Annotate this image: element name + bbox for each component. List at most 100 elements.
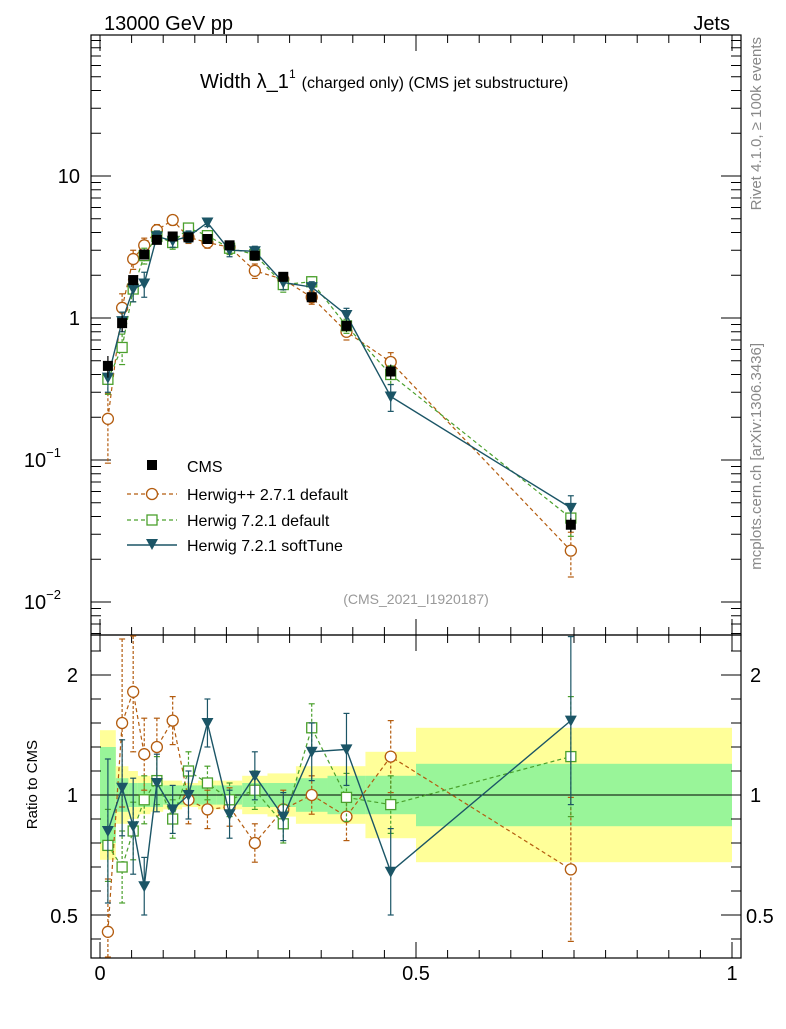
data-point (564, 502, 577, 514)
ratio-point (201, 718, 214, 729)
ratio-y-axis-label: Ratio to CMS (24, 740, 41, 829)
data-point (183, 232, 194, 243)
rivet-version-label: Rivet 4.1.0, ≥ 100k events (748, 37, 765, 210)
y-tick-label-1: 1 (69, 308, 80, 330)
data-point (166, 213, 179, 227)
process-label: Jets (693, 13, 730, 35)
data-point (116, 341, 128, 354)
y-tick-label-0p1-base: 10 (24, 450, 46, 472)
ratio-point (138, 881, 151, 893)
ratio-point (101, 925, 115, 938)
ratio-series-herwig-7-2-1-softtune (101, 635, 577, 916)
legend-herwigpp-label: Herwig++ 2.7.1 default (187, 487, 349, 504)
series-cms (102, 231, 576, 533)
data-point (127, 252, 140, 266)
title-rest: (charged only) (CMS jet substructure) (302, 75, 569, 92)
ratio-point (138, 748, 151, 761)
data-point (101, 372, 114, 384)
legend-herwig7-default-marker (146, 514, 158, 526)
legend: CMS Herwig++ 2.7.1 default Herwig 7.2.1 … (127, 459, 349, 555)
ratio-point (116, 782, 129, 794)
data-point (384, 391, 397, 403)
ratio-point (127, 685, 140, 698)
series-herwig-7-2-1-softtune (101, 217, 577, 524)
data-point (564, 544, 577, 557)
data-point (128, 275, 139, 286)
data-point (202, 234, 213, 245)
data-point (117, 318, 128, 329)
legend-entry-herwig7-default: Herwig 7.2.1 default (127, 513, 330, 530)
ratio-tick-label-1-left: 1 (67, 785, 78, 807)
title-main: Width λ_1 (200, 71, 289, 93)
energy-label: 13000 GeV pp (104, 13, 233, 35)
ratio-point (116, 861, 128, 873)
ratio-point (115, 716, 129, 730)
data-point (340, 309, 353, 321)
y-tick-label-0p01: 10−2 (24, 587, 61, 614)
mcplots-reference-label: mcplots.cern.ch [arXiv:1306.3436] (748, 343, 765, 570)
ratio-point (101, 826, 114, 837)
ratio-point (201, 803, 214, 816)
x-axis-ticks (99, 35, 733, 958)
series-line-herwig-7-2-1-softtune (107, 221, 572, 509)
main-series (101, 213, 577, 578)
x-tick-label-0p5: 0.5 (402, 963, 430, 985)
legend-entry-cms: CMS (147, 459, 223, 476)
ratio-point (384, 866, 397, 878)
ratio-point (384, 750, 397, 763)
ratio-series (101, 635, 577, 958)
legend-herwig7-softtune-marker (146, 539, 158, 550)
data-point (167, 231, 178, 242)
ratio-point (564, 863, 577, 876)
legend-herwig7-softtune-label: Herwig 7.2.1 softTune (187, 538, 343, 555)
data-point (127, 284, 140, 296)
data-point (201, 217, 214, 229)
ratio-point (564, 715, 577, 727)
main-axis-ticks (91, 39, 741, 635)
ratio-tick-label-1-right: 1 (750, 785, 761, 807)
ratio-point (166, 804, 179, 816)
ratio-tick-label-0p5-right: 0.5 (746, 906, 774, 928)
ratio-point (223, 809, 236, 821)
title-superscript: 1 (289, 67, 296, 81)
data-point (151, 234, 162, 245)
legend-herwig7-default-label: Herwig 7.2.1 default (187, 513, 330, 530)
data-point (306, 292, 317, 303)
y-tick-label-0p1: 10−1 (24, 445, 61, 472)
ratio-point (277, 811, 290, 823)
ratio-point (340, 744, 353, 756)
y-tick-label-0p1-exponent: −1 (46, 445, 61, 460)
data-point (565, 519, 576, 530)
ratio-point (305, 788, 318, 802)
data-point (278, 271, 289, 282)
ratio-tick-label-2-right: 2 (750, 665, 761, 687)
ratio-point (138, 794, 150, 806)
ratio-point (150, 740, 164, 754)
legend-cms-marker (147, 460, 157, 470)
ratio-tick-label-2-left: 2 (67, 665, 78, 687)
ratio-point (127, 821, 140, 833)
data-point (249, 250, 260, 261)
y-tick-label-0p01-base: 10 (24, 592, 46, 614)
ratio-point (166, 714, 179, 727)
y-tick-label-0p01-exponent: −2 (46, 587, 61, 602)
data-point (224, 240, 235, 251)
ratio-point (385, 798, 397, 811)
y-tick-label-10: 10 (58, 166, 80, 188)
analysis-id: (CMS_2021_I1920187) (343, 591, 489, 607)
ratio-point (150, 778, 163, 789)
ratio-point (201, 777, 214, 789)
ratio-point (248, 770, 261, 782)
data-point (101, 412, 115, 425)
series-herwig-2-7-1-default (101, 213, 577, 578)
data-point (385, 366, 396, 377)
data-point (139, 249, 150, 260)
ratio-point (248, 836, 261, 850)
ratio-point (182, 790, 195, 801)
series-line-herwig-7-2-1-default (107, 227, 572, 519)
data-point (138, 278, 151, 290)
legend-entry-herwig7-softtune: Herwig 7.2.1 softTune (127, 538, 343, 555)
x-tick-label-0: 0 (94, 963, 105, 985)
x-tick-label-1: 1 (726, 963, 737, 985)
